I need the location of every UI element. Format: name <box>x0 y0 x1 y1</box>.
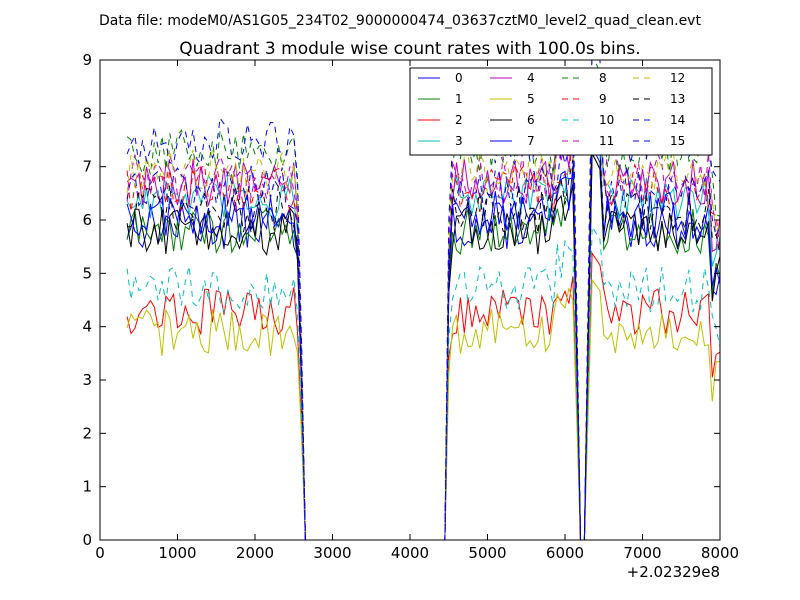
figure-suptitle: Data file: modeM0/AS1G05_234T02_90000004… <box>99 13 701 29</box>
legend-label-7: 7 <box>527 134 535 148</box>
legend-label-12: 12 <box>670 71 685 85</box>
series-layer <box>126 60 720 540</box>
x-tick-label: 8000 <box>701 544 739 562</box>
y-tick-label: 1 <box>82 478 92 496</box>
legend-label-1: 1 <box>455 92 463 106</box>
plot-area: 0 1000 2000 3000 4000 5000 6000 7000 8000 012345… <box>82 51 739 581</box>
series-line-9 <box>126 99 720 540</box>
y-tick-label: 2 <box>82 424 92 442</box>
legend-label-8: 8 <box>599 71 607 85</box>
y-tick-label: 0 <box>82 531 92 549</box>
legend-label-5: 5 <box>527 92 535 106</box>
y-tick-label: 9 <box>82 51 92 69</box>
x-tick-label: 1000 <box>158 544 196 562</box>
x-tick-label: 5000 <box>468 544 506 562</box>
series-line-2 <box>126 251 720 540</box>
x-tick-label: 6000 <box>546 544 584 562</box>
y-tick-label: 3 <box>82 371 92 389</box>
y-tick-label: 6 <box>82 211 92 229</box>
legend-label-11: 11 <box>599 134 614 148</box>
legend-label-9: 9 <box>599 92 607 106</box>
legend-box <box>409 67 713 156</box>
x-tick-label: 3000 <box>313 544 351 562</box>
legend-label-3: 3 <box>455 134 463 148</box>
x-axis: 0 1000 2000 3000 4000 5000 6000 7000 8000 <box>95 60 739 562</box>
series-line-7 <box>126 133 720 540</box>
y-tick-label: 4 <box>82 318 92 336</box>
series-line-1 <box>126 153 720 540</box>
series-line-6 <box>126 153 720 540</box>
legend-label-4: 4 <box>527 71 535 85</box>
legend-label-2: 2 <box>455 113 463 127</box>
x-tick-label: 2000 <box>236 544 274 562</box>
series-line-5 <box>126 278 720 540</box>
legend-label-14: 14 <box>670 113 685 127</box>
y-tick-label: 5 <box>82 264 92 282</box>
chart-title: Quadrant 3 module wise count rates with … <box>179 39 640 59</box>
legend-label-15: 15 <box>670 134 685 148</box>
legend-label-6: 6 <box>527 113 535 127</box>
x-axis-offset-label: +2.02329e8 <box>627 563 720 581</box>
legend-label-10: 10 <box>599 113 614 127</box>
x-tick-label: 0 <box>95 544 105 562</box>
legend-label-13: 13 <box>670 92 685 106</box>
y-tick-label: 7 <box>82 158 92 176</box>
series-line-15 <box>126 99 720 540</box>
legend-label-0: 0 <box>455 71 463 85</box>
series-line-11 <box>126 86 720 540</box>
x-tick-label: 7000 <box>623 544 661 562</box>
y-tick-label: 8 <box>82 104 92 122</box>
x-tick-label: 4000 <box>391 544 429 562</box>
